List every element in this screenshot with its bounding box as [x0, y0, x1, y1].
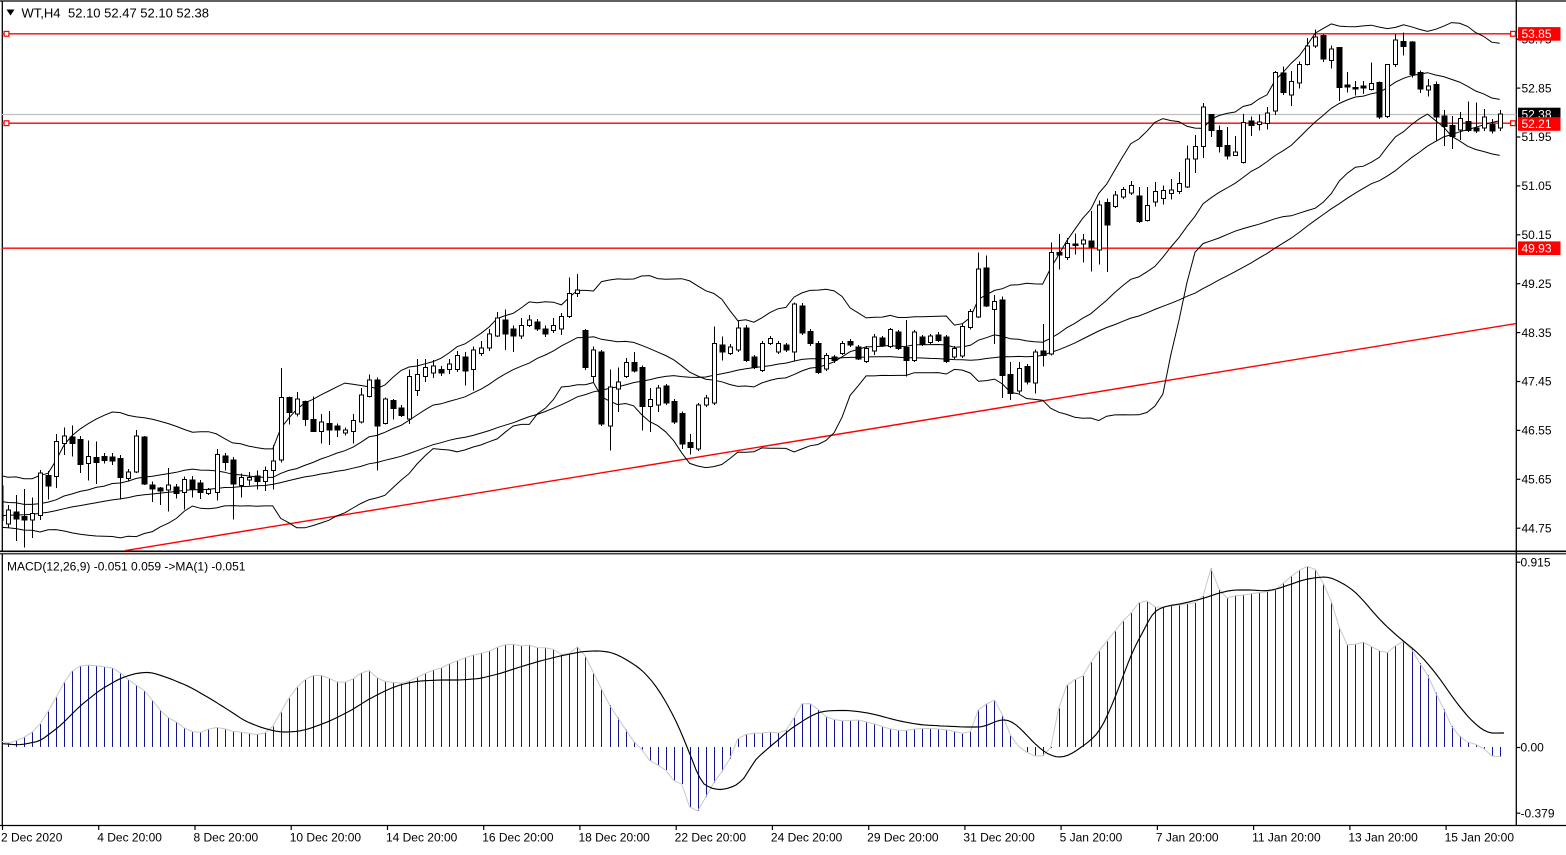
svg-text:31 Dec 20:00: 31 Dec 20:00 — [963, 831, 1035, 845]
svg-text:11 Jan 20:00: 11 Jan 20:00 — [1252, 831, 1321, 845]
svg-text:14 Dec 20:00: 14 Dec 20:00 — [386, 831, 458, 845]
svg-text:47.45: 47.45 — [1522, 375, 1552, 389]
svg-text:0.915: 0.915 — [1521, 555, 1551, 569]
svg-text:22 Dec 20:00: 22 Dec 20:00 — [675, 831, 747, 845]
svg-text:52.10 52.47 52.10 52.38: 52.10 52.47 52.10 52.38 — [68, 6, 209, 21]
svg-text:51.95: 51.95 — [1522, 130, 1552, 144]
svg-text:MACD(12,26,9) -0.051 0.059 ->: MACD(12,26,9) -0.051 0.059 ->MA(1) -0.05… — [7, 560, 246, 574]
svg-text:WT,H4: WT,H4 — [22, 6, 61, 21]
svg-text:16 Dec 20:00: 16 Dec 20:00 — [482, 831, 554, 845]
svg-text:52.21: 52.21 — [1522, 117, 1552, 131]
svg-text:18 Dec 20:00: 18 Dec 20:00 — [578, 831, 650, 845]
svg-text:13 Jan 20:00: 13 Jan 20:00 — [1348, 831, 1418, 845]
svg-text:2 Dec 2020: 2 Dec 2020 — [1, 831, 63, 845]
svg-text:15 Jan 20:00: 15 Jan 20:00 — [1445, 831, 1515, 845]
svg-text:45.65: 45.65 — [1522, 472, 1552, 486]
svg-text:48.35: 48.35 — [1522, 326, 1552, 340]
svg-text:29 Dec 20:00: 29 Dec 20:00 — [867, 831, 939, 845]
svg-text:24 Dec 20:00: 24 Dec 20:00 — [771, 831, 843, 845]
svg-text:49.25: 49.25 — [1522, 277, 1552, 291]
svg-text:10 Dec 20:00: 10 Dec 20:00 — [290, 831, 362, 845]
svg-text:50.15: 50.15 — [1522, 228, 1552, 242]
svg-text:-0.379: -0.379 — [1521, 806, 1555, 820]
svg-text:4 Dec 20:00: 4 Dec 20:00 — [97, 831, 162, 845]
svg-text:51.05: 51.05 — [1522, 179, 1552, 193]
svg-text:46.55: 46.55 — [1522, 424, 1552, 438]
svg-text:0.00: 0.00 — [1521, 741, 1545, 755]
svg-text:49.93: 49.93 — [1522, 241, 1552, 255]
svg-text:8 Dec 20:00: 8 Dec 20:00 — [193, 831, 258, 845]
svg-text:44.75: 44.75 — [1522, 521, 1552, 535]
svg-text:7 Jan 20:00: 7 Jan 20:00 — [1156, 831, 1219, 845]
svg-text:53.85: 53.85 — [1522, 27, 1552, 41]
svg-text:52.85: 52.85 — [1522, 81, 1552, 95]
svg-text:5 Jan 20:00: 5 Jan 20:00 — [1060, 831, 1123, 845]
